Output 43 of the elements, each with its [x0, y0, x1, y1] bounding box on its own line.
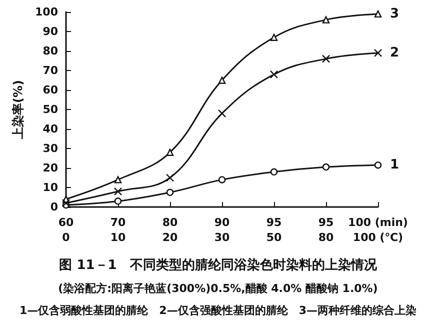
- y-tick-label: 20: [42, 162, 58, 174]
- point: [166, 188, 174, 196]
- x-tick-label: 95 80: [318, 216, 334, 244]
- point: [322, 54, 330, 63]
- point: [322, 16, 330, 24]
- text: (染浴配方:阳离子艳蓝(300%)0.5%,醋酸 4.0% 醋酸钠 1.0%): [58, 282, 378, 295]
- point: [374, 10, 382, 18]
- point: [218, 176, 226, 184]
- y-tick-label: 50: [42, 103, 58, 116]
- text: 1—仅含弱酸性基团的腈纶 2—仅含强酸性基团的腈纶 3—两种纤维的综合上染: [20, 304, 416, 317]
- point: [114, 187, 122, 196]
- y-tick-label: 70: [42, 64, 58, 77]
- y-tick-label: 10: [42, 181, 58, 194]
- point: [114, 198, 122, 205]
- y-tick-label: 60: [42, 84, 58, 96]
- point: [322, 163, 330, 171]
- point: [114, 176, 122, 184]
- point: [374, 48, 382, 58]
- x-tick-label: 95 50: [266, 216, 282, 244]
- y-tick-label: 90: [42, 25, 58, 38]
- series-label: 2: [390, 45, 400, 60]
- x-tick-label: 70 10: [110, 216, 126, 244]
- series-label: 3: [390, 6, 400, 22]
- point: [374, 161, 382, 169]
- point: [166, 174, 174, 182]
- y-tick-label: 40: [42, 122, 58, 136]
- x-tick-label: 80 20: [162, 216, 178, 244]
- y-tick-label: 80: [42, 44, 58, 58]
- point: [166, 148, 174, 156]
- point: [270, 34, 278, 41]
- y-tick-label: 0: [50, 200, 58, 214]
- y-tick-label: 30: [42, 142, 58, 155]
- point: [270, 70, 278, 78]
- point: [270, 168, 278, 176]
- x-tick-label: 90 30: [214, 216, 230, 244]
- point: [218, 109, 226, 118]
- y-tick-label: 100: [35, 6, 58, 18]
- y-axis-title: 上染率(%): [11, 80, 26, 140]
- point: [218, 76, 226, 84]
- x-tick-label: 60 0: [58, 216, 74, 244]
- x-tick-label: 100 (min) 100 (℃): [348, 216, 408, 244]
- text: 图 11－1 不同类型的腈纶同浴染色时染料的上染情况: [59, 257, 378, 273]
- series-label: 1: [390, 158, 400, 173]
